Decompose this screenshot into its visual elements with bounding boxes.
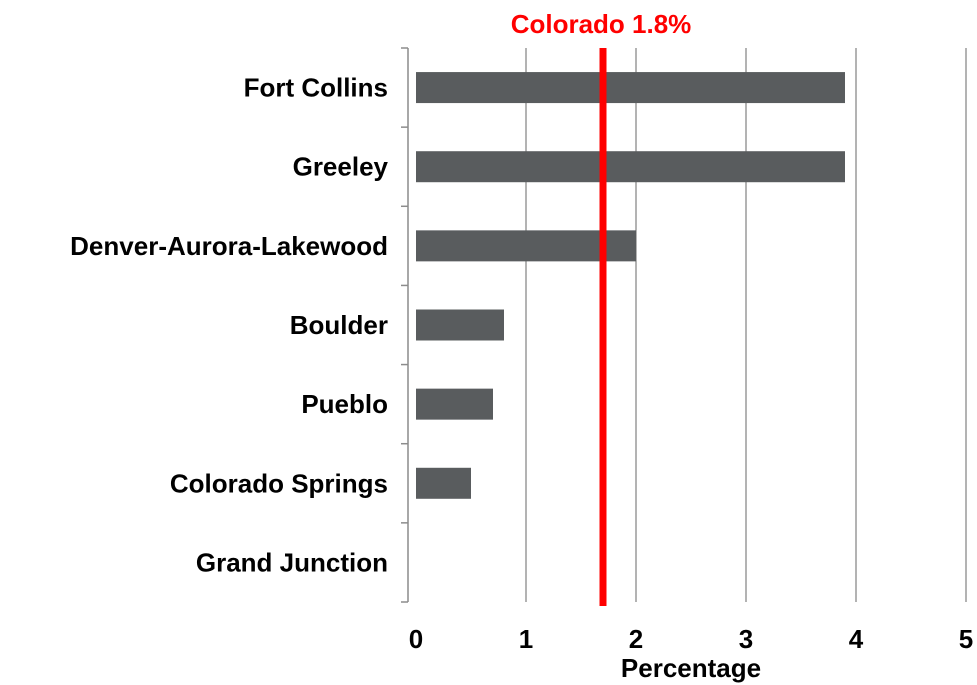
x-tick-label: 2 <box>629 624 643 654</box>
x-tick-label: 4 <box>849 624 864 654</box>
reference-line-group: Colorado 1.8% <box>511 9 692 606</box>
bar-fort-collins <box>416 72 845 104</box>
category-label: Fort Collins <box>244 73 388 103</box>
bar-pueblo <box>416 388 493 420</box>
category-label: Denver-Aurora-Lakewood <box>70 231 388 261</box>
axes: 0 1 2 3 4 5 Fort Collins Greeley Denver-Aurora-L… <box>70 47 973 654</box>
category-label: Pueblo <box>301 389 388 419</box>
x-tick-label: 5 <box>959 624 973 654</box>
category-label: Grand Junction <box>196 547 388 577</box>
category-label: Greeley <box>293 152 389 182</box>
x-axis-title: Percentage <box>621 653 761 683</box>
x-tick-label: 3 <box>739 624 753 654</box>
bars <box>416 72 845 499</box>
category-label: Colorado Springs <box>170 468 388 498</box>
reference-line-label: Colorado 1.8% <box>511 9 692 39</box>
bar-denver-aurora-lakewood <box>416 230 636 262</box>
x-tick-label: 1 <box>519 624 533 654</box>
gridlines <box>525 48 967 602</box>
bar-greeley <box>416 151 845 183</box>
x-tick-label: 0 <box>409 624 423 654</box>
bar-colorado-springs <box>416 467 471 499</box>
category-label: Boulder <box>290 310 388 340</box>
bar-boulder <box>416 309 504 341</box>
